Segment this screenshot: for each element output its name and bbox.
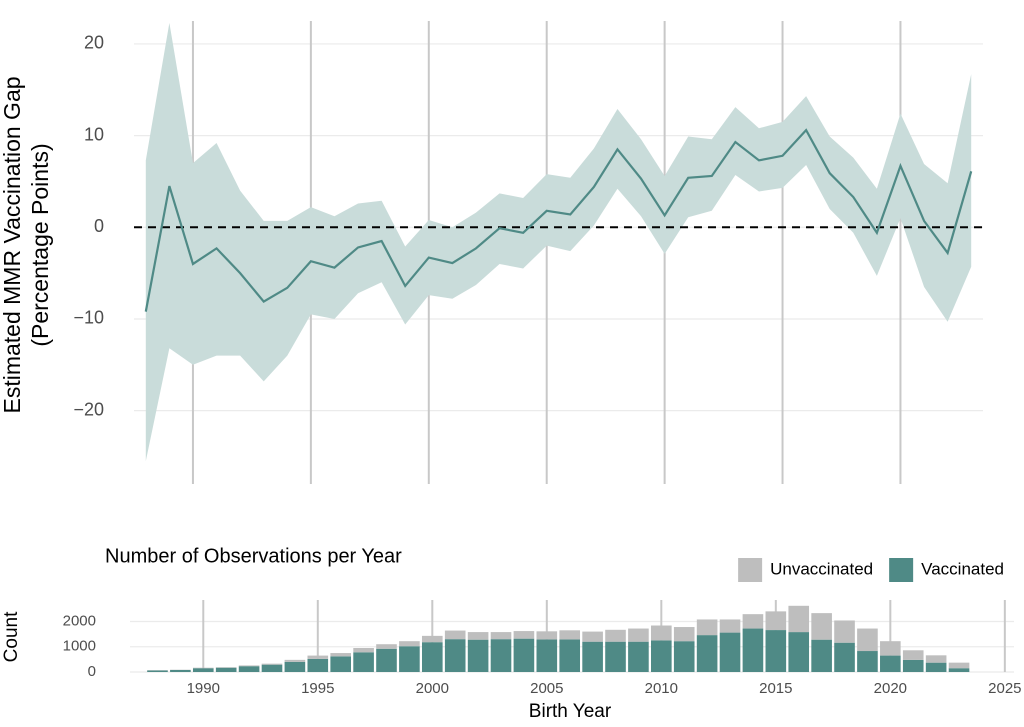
bar-segment [673, 627, 695, 642]
bar-segment [880, 655, 901, 672]
bar-segment [307, 655, 329, 659]
bar-segment [765, 611, 787, 631]
bar-segment [238, 665, 260, 667]
y-tick-label: −10 [73, 308, 104, 328]
bar-segment [353, 652, 374, 672]
bar-segment [673, 641, 695, 672]
bar-segment [948, 668, 970, 672]
bar-segment [857, 628, 878, 652]
bar-segment [628, 641, 649, 672]
bar-segment [536, 631, 558, 640]
bar-segment [444, 630, 466, 640]
bar-segment [811, 639, 832, 672]
y-tick-label: −20 [73, 399, 104, 419]
bar-segment [902, 650, 924, 660]
bar-segment [353, 648, 374, 653]
bar-segment [421, 642, 443, 672]
legend-label: Unvaccinated [770, 559, 873, 578]
bar-segment [582, 641, 603, 672]
bar-segment [925, 662, 947, 672]
x-tick-label: 1995 [301, 680, 334, 697]
x-tick-label: 2025 [988, 680, 1021, 697]
bar-segment [582, 631, 603, 642]
bar-segment [536, 639, 558, 672]
bar-segment [467, 632, 489, 640]
bar-segment [696, 619, 718, 636]
bar-segment [857, 651, 878, 672]
bar-segment [742, 614, 764, 629]
bar-segment [284, 659, 306, 662]
bar-segment [261, 663, 283, 665]
bar-segment [399, 641, 420, 647]
bar-segment [651, 625, 672, 641]
legend-swatch [889, 558, 914, 582]
y-tick-label: 0 [88, 663, 96, 680]
bar-segment [490, 632, 512, 640]
bar-segment [559, 630, 581, 640]
y-axis-title: Estimated MMR Vaccination Gap [0, 76, 25, 413]
y-axis-title: Count [1, 611, 22, 662]
bar-segment [444, 639, 466, 672]
x-tick-label: 1990 [187, 680, 220, 697]
x-axis-title: Birth Year [529, 701, 612, 722]
bar-segment [170, 669, 191, 672]
x-tick-label: 2015 [759, 680, 792, 697]
x-tick-label: 2005 [530, 680, 563, 697]
bar-segment [834, 642, 855, 672]
bar-segment [376, 644, 397, 649]
line [144, 128, 973, 312]
y-tick-label: 10 [84, 124, 104, 144]
bar-segment [628, 628, 649, 642]
panel-title: Number of Observations per Year [105, 545, 402, 567]
bar-segment [696, 635, 718, 672]
legend-label: Vaccinated [921, 559, 1004, 578]
x-tick-label: 2000 [416, 680, 449, 697]
y-axis-title: (Percentage Points) [27, 143, 53, 346]
bar-segment [192, 668, 214, 672]
bar-segment [215, 667, 237, 668]
confidence-band [145, 22, 972, 462]
y-tick-label: 0 [94, 216, 104, 236]
bar-segment [559, 639, 581, 672]
bar-segment [811, 613, 832, 640]
bar-segment [192, 667, 214, 669]
legend-swatch [738, 558, 763, 582]
bar-segment [238, 666, 260, 672]
bar-segment [788, 632, 810, 672]
bar-segment [330, 653, 351, 657]
bar-segment [605, 641, 626, 672]
bar-segment [788, 605, 810, 633]
bar-segment [513, 638, 535, 672]
y-tick-label: 20 [84, 33, 104, 53]
bar-segment [261, 664, 283, 672]
bar-segment [651, 640, 672, 672]
bar-segment [765, 630, 787, 672]
bar-segment [719, 632, 741, 672]
bar-segment [948, 662, 970, 669]
bar-segment [513, 631, 535, 639]
bar-segment [307, 658, 329, 672]
bar-segment [399, 646, 420, 672]
bar-segment [925, 655, 947, 663]
bar-segment [376, 648, 397, 672]
bar-segment [421, 635, 443, 643]
bar-segment [605, 629, 626, 642]
bar-segment [330, 656, 351, 672]
bar-segment [719, 619, 741, 633]
x-tick-label: 2010 [645, 680, 678, 697]
bar-segment [215, 667, 237, 672]
bar-segment [490, 639, 512, 672]
bar-segment [834, 620, 855, 643]
bar-segment [742, 628, 764, 672]
y-tick-label: 1000 [63, 638, 96, 655]
bar-segment [147, 670, 168, 672]
bar-segment [880, 641, 901, 656]
y-tick-label: 2000 [63, 612, 96, 629]
bar-segment [284, 661, 306, 672]
bar-segment [902, 659, 924, 672]
x-tick-label: 2020 [874, 680, 907, 697]
bar-segment [467, 639, 489, 672]
